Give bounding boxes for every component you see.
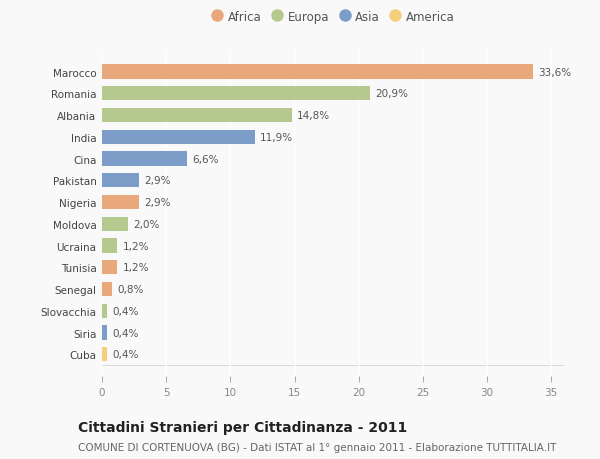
Text: 33,6%: 33,6% — [538, 67, 571, 78]
Bar — [102, 261, 118, 275]
Bar — [102, 282, 112, 297]
Text: 0,8%: 0,8% — [118, 285, 144, 294]
Text: 2,9%: 2,9% — [145, 176, 171, 186]
Text: 0,4%: 0,4% — [112, 349, 139, 359]
Bar — [102, 239, 118, 253]
Bar — [102, 152, 187, 166]
Bar — [102, 326, 107, 340]
Bar — [102, 174, 139, 188]
Text: 11,9%: 11,9% — [260, 133, 293, 142]
Bar — [102, 196, 139, 210]
Bar — [102, 109, 292, 123]
Text: 1,2%: 1,2% — [122, 241, 149, 251]
Text: Cittadini Stranieri per Cittadinanza - 2011: Cittadini Stranieri per Cittadinanza - 2… — [78, 420, 407, 434]
Legend: Africa, Europa, Asia, America: Africa, Europa, Asia, America — [211, 11, 455, 24]
Text: 2,0%: 2,0% — [133, 219, 159, 230]
Text: 6,6%: 6,6% — [192, 154, 218, 164]
Bar — [102, 304, 107, 318]
Bar — [102, 65, 533, 79]
Text: 0,4%: 0,4% — [112, 306, 139, 316]
Bar — [102, 217, 128, 231]
Text: 1,2%: 1,2% — [122, 263, 149, 273]
Text: 14,8%: 14,8% — [297, 111, 330, 121]
Text: COMUNE DI CORTENUOVA (BG) - Dati ISTAT al 1° gennaio 2011 - Elaborazione TUTTITA: COMUNE DI CORTENUOVA (BG) - Dati ISTAT a… — [78, 442, 556, 452]
Text: 20,9%: 20,9% — [376, 89, 409, 99]
Bar — [102, 347, 107, 362]
Bar — [102, 130, 255, 145]
Text: 2,9%: 2,9% — [145, 197, 171, 207]
Bar — [102, 87, 370, 101]
Text: 0,4%: 0,4% — [112, 328, 139, 338]
